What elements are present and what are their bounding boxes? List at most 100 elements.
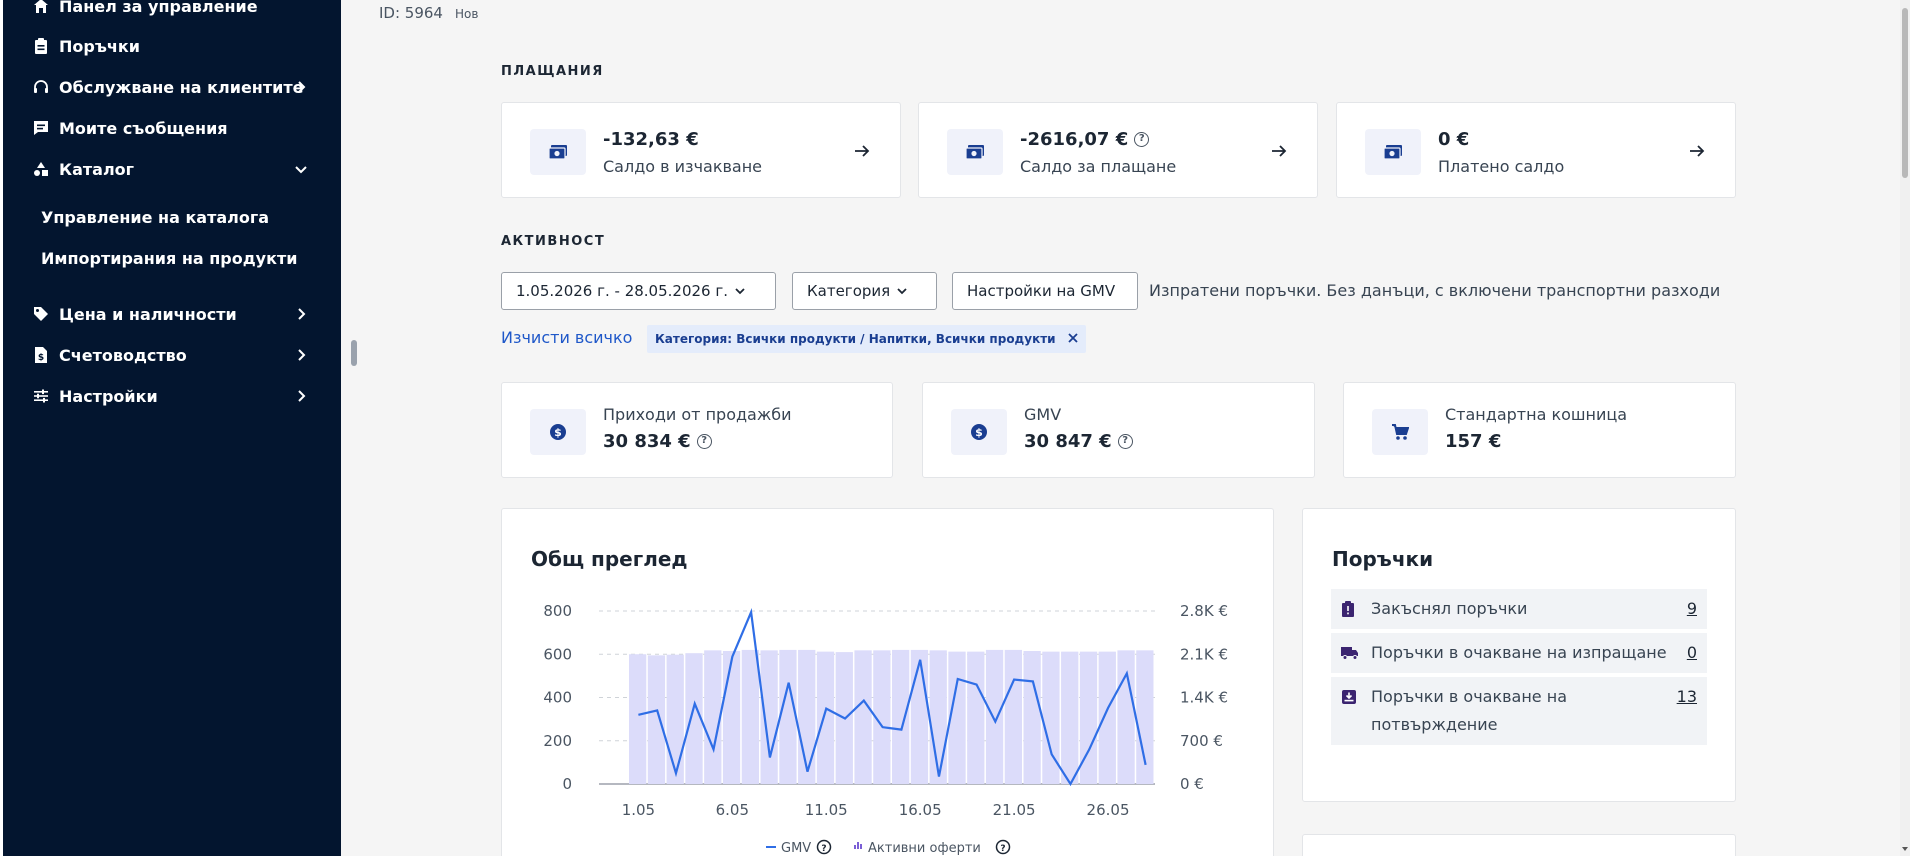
chart-bar <box>1023 651 1041 784</box>
chart-bar <box>1061 651 1079 784</box>
kpi-value: 30 834 €? <box>603 431 712 452</box>
close-icon[interactable] <box>1067 332 1078 346</box>
order-count[interactable]: 0 <box>1686 643 1697 662</box>
sidebar-item-price-stock[interactable]: Цена и наличности <box>31 294 317 334</box>
shapes-icon <box>31 159 51 179</box>
help-icon[interactable]: ? <box>1117 434 1133 449</box>
sidebar-item-catalog[interactable]: Каталог <box>31 149 317 189</box>
sidebar: Панел за управление Поръчки Обслужване н… <box>3 0 341 856</box>
help-icon-glyph: ? <box>1000 844 1005 854</box>
chevron-right-icon <box>291 304 311 324</box>
chevron-right-icon <box>291 386 311 406</box>
sidebar-item-settings[interactable]: Настройки <box>31 376 317 416</box>
money-icon <box>530 129 586 175</box>
scroll-down-icon[interactable] <box>1901 838 1909 851</box>
svg-text:$: $ <box>554 426 562 439</box>
order-count[interactable]: 9 <box>1686 599 1697 618</box>
scrollbar[interactable] <box>1900 0 1910 856</box>
filter-note: Изпратени поръчки. Без данъци, с включен… <box>1149 281 1721 300</box>
sidebar-item-messages[interactable]: Моите съобщения <box>31 108 317 148</box>
sidebar-subitem-label: Управление на каталога <box>41 207 270 227</box>
chart-bar <box>629 654 647 784</box>
date-range-select[interactable]: 1.05.2026 г. - 28.05.2026 г. <box>501 272 776 310</box>
kpi-amount: 30 847 € <box>1024 431 1112 452</box>
legend-bar-marker <box>854 845 856 849</box>
left-tick-label: 800 <box>543 602 572 620</box>
arrow-right-icon[interactable] <box>852 141 872 161</box>
overview-title: Общ преглед <box>531 547 688 571</box>
x-tick-label: 11.05 <box>805 801 848 819</box>
cart-icon <box>1372 409 1428 455</box>
list-item[interactable]: Закъснял поръчки 9 <box>1331 589 1707 629</box>
list-item[interactable]: Поръчки в очакване на потвърждение 13 <box>1331 677 1707 745</box>
list-item[interactable]: Поръчки в очакване на изпращане 0 <box>1331 633 1707 673</box>
chart-bar <box>816 651 835 784</box>
orders-list: Закъснял поръчки 9 Поръчки в очакване на… <box>1331 589 1707 749</box>
kpi-card-standard-basket: Стандартна кошница 157 € <box>1343 382 1736 478</box>
sidebar-item-label: Счетоводство <box>59 345 187 365</box>
seller-id-row: ID: 5964 Нов <box>379 4 478 22</box>
money-icon <box>947 129 1003 175</box>
money-icon <box>1365 129 1421 175</box>
sidebar-item-label: Цена и наличности <box>59 304 237 324</box>
sidebar-item-label: Моите съобщения <box>59 118 228 138</box>
right-tick-label: 0 € <box>1180 775 1204 793</box>
legend-label-active-offers: Активни оферти <box>868 841 981 856</box>
help-icon-glyph: ? <box>821 844 826 854</box>
kpi-value: 30 847 €? <box>1024 431 1133 452</box>
filter-chip-label: Категория: Всички продукти / Напитки, Вс… <box>655 332 1056 346</box>
payment-card-payable[interactable]: -2616,07 €? Салдо за плащане <box>918 102 1318 198</box>
sidebar-item-accounting[interactable]: $ Счетоводство <box>31 335 317 375</box>
arrow-right-icon[interactable] <box>1687 141 1707 161</box>
dollar-coin-icon: $ <box>951 409 1007 455</box>
sidebar-item-label: Панел за управление <box>59 0 258 16</box>
headset-icon <box>31 77 51 97</box>
right-tick-label: 700 € <box>1180 732 1223 750</box>
payment-amount: -2616,07 € <box>1020 129 1129 150</box>
category-select[interactable]: Категория <box>792 272 937 310</box>
chart-bar <box>1042 651 1060 784</box>
resize-handle[interactable] <box>351 340 357 366</box>
kpi-amount: 157 € <box>1445 431 1502 452</box>
kpi-card-sales-revenue: $ Приходи от продажби 30 834 €? <box>501 382 893 478</box>
svg-text:$: $ <box>38 353 44 363</box>
chart-bar <box>1079 651 1098 784</box>
kpi-amount: 30 834 € <box>603 431 691 452</box>
sidebar-subitem-product-imports[interactable]: Импортирания на продукти <box>41 240 297 276</box>
sidebar-item-dashboard[interactable]: Панел за управление <box>31 0 317 26</box>
sliders-icon <box>31 386 51 406</box>
sidebar-subitem-catalog-management[interactable]: Управление на каталога <box>41 199 269 235</box>
chart-bar <box>779 649 797 784</box>
chevron-down-icon <box>291 159 311 179</box>
sidebar-item-customer-service[interactable]: Обслужване на клиентите <box>31 67 317 107</box>
help-icon <box>816 839 832 855</box>
chart-bar <box>967 651 985 784</box>
date-range-value: 1.05.2026 г. - 28.05.2026 г. <box>516 282 729 300</box>
payment-amount: 0 € <box>1438 129 1470 150</box>
clear-all-link[interactable]: Изчисти всичко <box>501 328 633 347</box>
payment-card-pending[interactable]: -132,63 € Салдо в изчакване <box>501 102 901 198</box>
order-label: Закъснял поръчки <box>1371 599 1528 618</box>
arrow-right-icon[interactable] <box>1269 141 1289 161</box>
payment-amount: -132,63 € <box>603 129 699 150</box>
chart-bar <box>1136 650 1154 784</box>
chart-bar <box>948 651 966 784</box>
kpi-card-gmv: $ GMV 30 847 €? <box>922 382 1315 478</box>
chart-bar <box>1117 650 1135 784</box>
x-tick-label: 26.05 <box>1087 801 1130 819</box>
order-count[interactable]: 13 <box>1676 687 1697 706</box>
gmv-settings-button[interactable]: Настройки на GMV <box>952 272 1138 310</box>
chart-bar <box>647 655 666 784</box>
home-icon <box>31 0 51 16</box>
left-tick-label: 0 <box>562 775 572 793</box>
filter-chip: Категория: Всички продукти / Напитки, Вс… <box>647 325 1086 353</box>
kpi-label: GMV <box>1024 405 1062 424</box>
scrollbar-thumb[interactable] <box>1902 8 1908 178</box>
sidebar-item-orders[interactable]: Поръчки <box>31 26 317 66</box>
invoice-icon: $ <box>31 345 51 365</box>
help-icon[interactable]: ? <box>1134 132 1150 147</box>
order-label: Поръчки в очакване на потвърждение <box>1371 687 1567 734</box>
left-tick-label: 600 <box>543 645 572 663</box>
payment-card-paid[interactable]: 0 € Платено салдо <box>1336 102 1736 198</box>
help-icon[interactable]: ? <box>696 434 712 449</box>
